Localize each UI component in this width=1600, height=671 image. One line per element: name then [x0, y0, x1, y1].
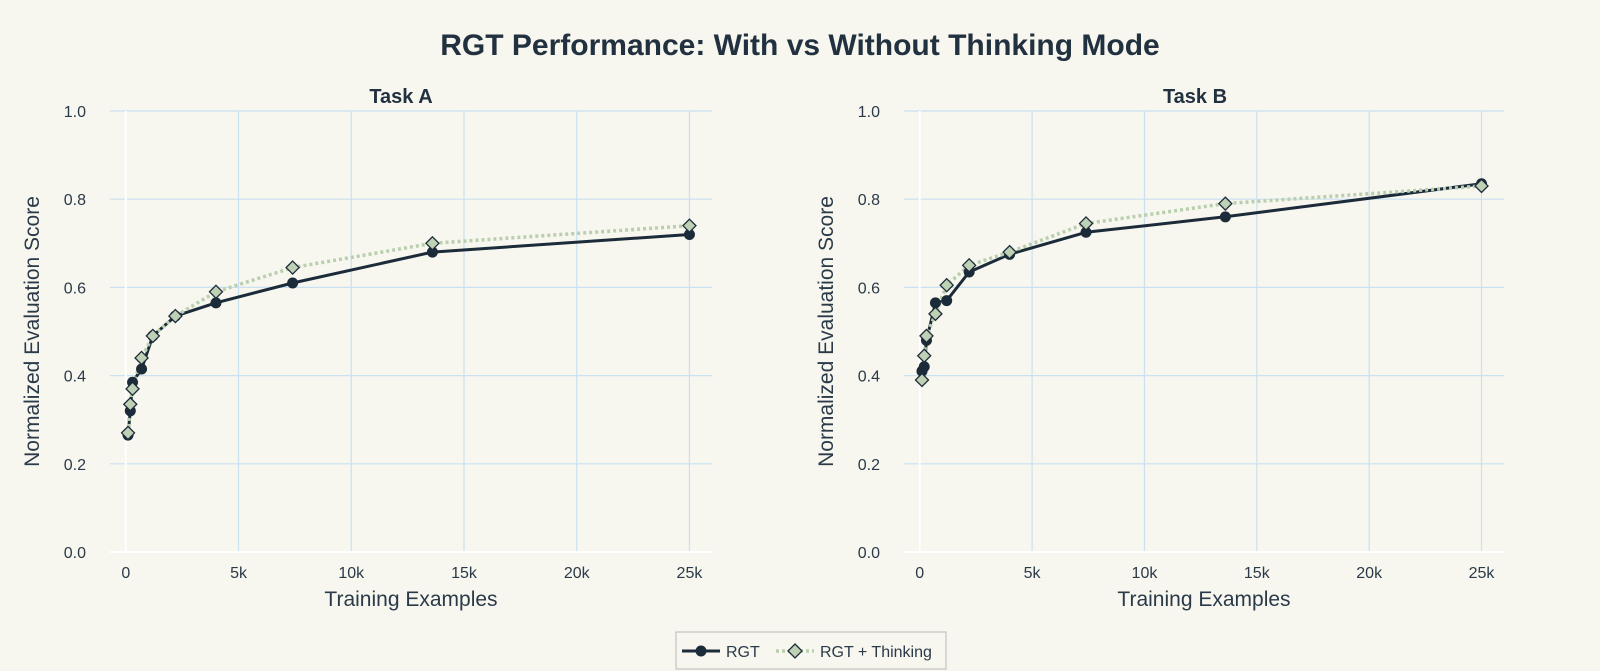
chart-0-thinking-point-8: [424, 235, 440, 251]
chart-0-rgt-point-8: [426, 246, 438, 258]
chart-1-title: Task B: [1163, 86, 1227, 108]
chart-1-thinking-point-1: [916, 348, 932, 364]
chart-0-ytick-label-4: 0.8: [64, 192, 86, 209]
legend-box: [675, 631, 947, 670]
chart-0-ylabel: Normalized Evaluation Score: [21, 196, 44, 467]
chart-0-rgt-point-6: [210, 297, 222, 309]
chart-1-thinking-point-5: [961, 257, 977, 273]
chart-1-rgt-point-3: [929, 297, 941, 309]
chart-0-title: Task A: [369, 86, 432, 108]
chart-0-thinking-point-7: [285, 260, 301, 275]
chart-1-ytick-label-2: 0.4: [858, 369, 880, 386]
chart-0-rgt-point-9: [683, 228, 695, 240]
chart-0-ytick-label-1: 0.2: [64, 457, 86, 474]
chart-0-thinking-point-0: [120, 425, 136, 441]
chart-0-xtick-label-3: 15k: [451, 565, 478, 582]
chart-1-rgt-point-1: [918, 361, 930, 373]
legend-rgt-marker: [695, 645, 707, 657]
subplot-task-a: 0.0 0.2 0.4 0.6 0.8 1.0 0 5k 10k 15k 20k 25k Task A T…: [21, 86, 712, 611]
legend-thinking-label: RGT + Thinking: [820, 644, 932, 661]
chart-0-ytick-label-0: 0.0: [64, 545, 86, 562]
chart-0-xlabel: Training Examples: [324, 588, 497, 611]
chart-1-ylabel: Normalized Evaluation Score: [815, 196, 838, 467]
chart-1-xtick-label-5: 25k: [1469, 565, 1496, 582]
chart-0-ytick-label-2: 0.4: [64, 369, 86, 386]
chart-0-series-thinking-line: [126, 223, 690, 434]
legend-rgt-label: RGT: [726, 644, 760, 661]
chart-0-thinking-point-4: [145, 328, 161, 344]
chart-1-rgt-point-8: [1219, 211, 1231, 223]
chart-0-rgt-point-3: [136, 363, 148, 375]
chart-1-thinking-point-8: [1217, 196, 1233, 212]
chart-1-ytick-label-5: 1.0: [858, 104, 880, 121]
chart-0-thinking-point-9: [682, 218, 697, 234]
chart-1-ytick-label-0: 0.0: [858, 545, 880, 562]
chart-0-rgt-point-7: [287, 277, 299, 289]
chart-1-thinking-point-6: [1002, 244, 1018, 260]
chart-1-rgt-point-4: [941, 295, 953, 307]
figure-title: RGT Performance: With vs Without Thinkin…: [440, 29, 1159, 62]
chart-1-xtick-label-0: 0: [915, 565, 924, 582]
chart-1-thinking-point-0: [914, 372, 930, 388]
chart-1-thinking-point-2: [919, 328, 934, 344]
chart-1-ytick-label-3: 0.6: [858, 280, 880, 297]
subplot-task-b: 0.0 0.2 0.4 0.6 0.8 1.0 0 5k 10k 15k 20k 25k Task B T…: [815, 86, 1504, 611]
chart-0-xtick-label-1: 5k: [230, 565, 248, 582]
chart-1-rgt-point-7: [1080, 226, 1092, 238]
chart-1-thinking-point-3: [928, 306, 943, 322]
chart-0-series-rgt-line: [126, 233, 690, 436]
chart-1-xtick-label-3: 15k: [1244, 565, 1271, 582]
chart-0-thinking-point-1: [122, 396, 138, 412]
chart-0-xtick-label-4: 20k: [564, 565, 591, 582]
chart-0-thinking-point-5: [167, 308, 183, 324]
chart-1-series-thinking-line: [920, 184, 1482, 381]
chart-0-ytick-label-5: 1.0: [64, 104, 86, 121]
legend-thinking-marker: [787, 643, 803, 659]
chart-0-xtick-label-2: 10k: [338, 565, 365, 582]
legend: RGT RGT + Thinking: [675, 631, 947, 670]
chart-0-thinking-point-3: [134, 350, 149, 366]
chart-1-xlabel: Training Examples: [1117, 588, 1290, 611]
chart-0-ytick-label-3: 0.6: [64, 280, 86, 297]
chart-1-xtick-label-2: 10k: [1132, 565, 1159, 582]
chart-1-ytick-label-4: 0.8: [858, 192, 880, 209]
chart-1-thinking-point-7: [1078, 216, 1094, 231]
chart-0-xtick-label-5: 25k: [677, 565, 704, 582]
chart-1-series-rgt-line: [920, 182, 1482, 372]
chart-0-xtick-label-0: 0: [121, 565, 130, 582]
chart-1-xtick-label-4: 20k: [1356, 565, 1383, 582]
chart-0-thinking-point-2: [125, 381, 140, 397]
chart-0-thinking-point-6: [208, 284, 224, 300]
chart-1-xtick-label-1: 5k: [1024, 565, 1042, 582]
chart-1-ytick-label-1: 0.2: [858, 457, 880, 474]
chart-1-thinking-point-4: [939, 277, 955, 293]
legend-item-rgt-thinking[interactable]: RGT + Thinking: [776, 643, 932, 661]
legend-item-rgt[interactable]: RGT: [682, 644, 760, 661]
chart-1-thinking-point-9: [1474, 178, 1489, 194]
